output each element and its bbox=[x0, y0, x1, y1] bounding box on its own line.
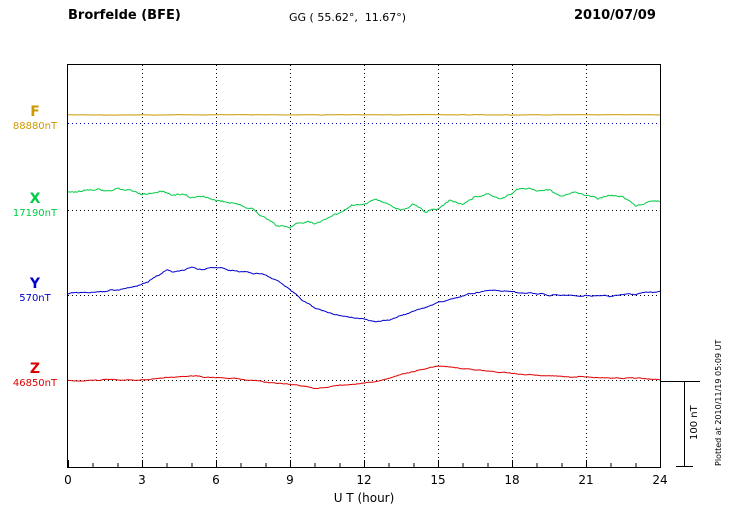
plot-svg bbox=[68, 65, 660, 467]
plotted-at-note: Plotted at 2010/11/19 05:09 UT bbox=[714, 339, 723, 467]
series-label-z: Z 46850nT bbox=[5, 362, 65, 389]
x-tick-label: 9 bbox=[286, 473, 294, 487]
x-tick-label: 15 bbox=[430, 473, 446, 487]
trace-z bbox=[68, 365, 660, 389]
scale-bar-bottom-cap bbox=[676, 466, 693, 467]
trace-f bbox=[68, 113, 660, 116]
plot-area bbox=[67, 64, 661, 468]
series-baseline-value-z: 46850nT bbox=[12, 378, 58, 390]
series-letter-z: Z bbox=[29, 361, 41, 378]
series-label-f: F 88880nT bbox=[5, 105, 65, 132]
station-coordinates: GG ( 55.62°, 11.67°) bbox=[289, 11, 407, 24]
series-letter-f: F bbox=[30, 103, 40, 120]
scale-bar-top-line bbox=[660, 381, 700, 382]
series-baseline-value-f: 88880nT bbox=[12, 120, 58, 132]
x-tick-label: 18 bbox=[504, 473, 520, 487]
x-tick-label: 24 bbox=[652, 473, 668, 487]
x-tick-label: 12 bbox=[356, 473, 372, 487]
series-label-x: X 17190nT bbox=[5, 192, 65, 219]
station-title: Brorfelde (BFE) bbox=[68, 8, 181, 23]
x-tick-label: 21 bbox=[578, 473, 594, 487]
series-baseline-value-y: 570nT bbox=[19, 292, 51, 304]
x-tick-label: 0 bbox=[64, 473, 72, 487]
scale-bar-vertical-line bbox=[684, 381, 685, 466]
x-axis-title: U T (hour) bbox=[333, 491, 395, 505]
plot-date: 2010/07/09 bbox=[574, 8, 656, 23]
x-tick-label: 3 bbox=[138, 473, 146, 487]
series-baseline-value-x: 17190nT bbox=[12, 208, 58, 220]
series-label-y: Y 570nT bbox=[5, 277, 65, 304]
x-tick-label: 6 bbox=[212, 473, 220, 487]
scale-bar-label: 100 nT bbox=[689, 405, 700, 441]
series-letter-y: Y bbox=[29, 275, 41, 292]
trace-x bbox=[68, 187, 660, 229]
series-letter-x: X bbox=[29, 191, 41, 208]
trace-y bbox=[68, 266, 660, 323]
